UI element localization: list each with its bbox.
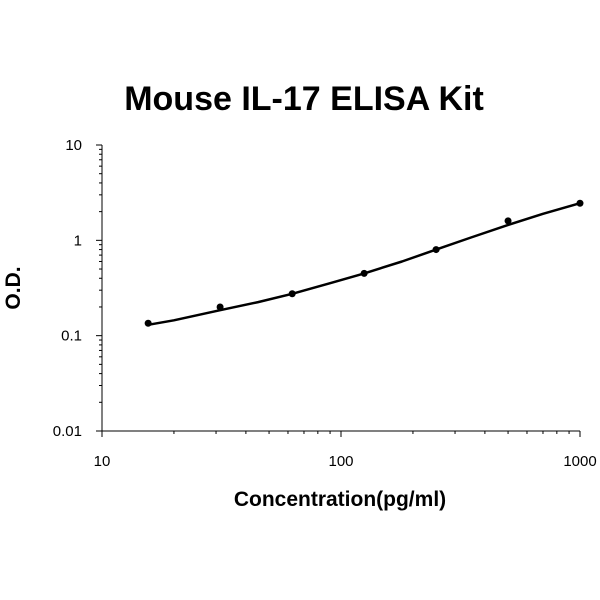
chart-title: Mouse IL-17 ELISA Kit xyxy=(124,80,484,118)
y-axis: 10 1 0.1 0.01 xyxy=(53,137,103,440)
fit-curve-line xyxy=(147,201,581,327)
data-points xyxy=(144,199,584,327)
data-point xyxy=(432,246,440,254)
x-tick-label: 100 xyxy=(328,453,353,470)
y-tick-label: 10 xyxy=(65,137,82,154)
x-tick-label: 10 xyxy=(94,453,111,470)
x-axis-label: Concentration(pg/ml) xyxy=(234,488,446,511)
x-axis: 10 100 1000 xyxy=(94,430,597,470)
data-point xyxy=(144,319,152,327)
data-point xyxy=(288,290,296,298)
data-point xyxy=(504,217,512,225)
data-point xyxy=(216,303,224,311)
y-tick-label: 1 xyxy=(74,232,82,249)
data-point xyxy=(576,199,584,207)
y-tick-label: 0.1 xyxy=(61,328,82,345)
data-point xyxy=(360,269,368,277)
x-tick-label: 1000 xyxy=(563,453,596,470)
y-axis-label: O.D. xyxy=(2,266,25,309)
fit-curve-group xyxy=(147,201,581,327)
y-tick-label: 0.01 xyxy=(53,423,82,440)
